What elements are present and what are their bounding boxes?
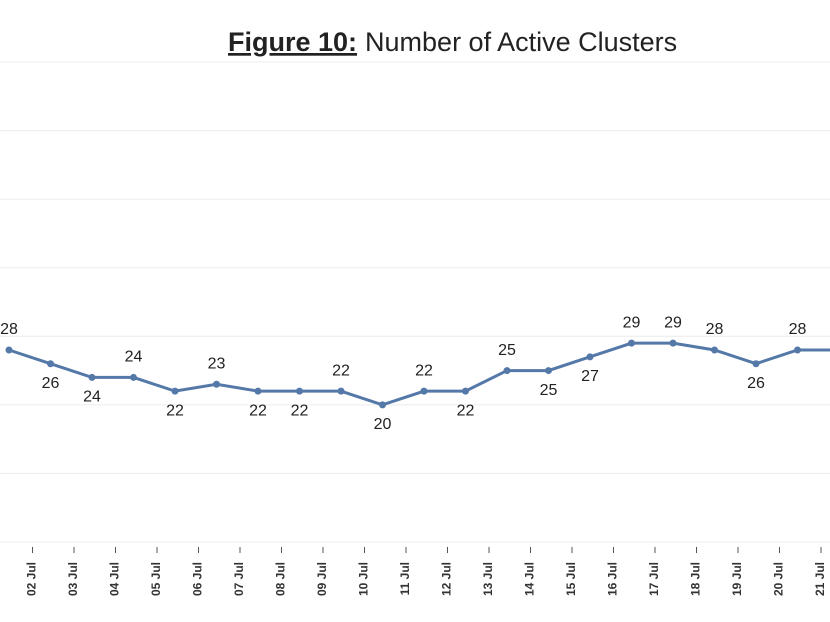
point [5,346,13,354]
x-tick-label: 12 Jul [440,562,454,596]
point [794,346,801,354]
data-label: 25 [540,382,558,399]
data-label: 28 [0,321,18,338]
point [628,339,635,347]
data-label: 26 [42,375,60,392]
x-tick-label: 14 Jul [523,562,537,596]
point [586,353,594,361]
x-tick-label: 19 Jul [730,562,744,596]
x-tick-label: 04 Jul [108,562,122,596]
x-tick-label: 18 Jul [689,562,703,596]
x-tick-label: 15 Jul [564,562,578,596]
x-tick-label: 16 Jul [606,562,620,596]
data-label: 28 [789,321,807,338]
data-label: 26 [747,375,765,392]
data-label: 24 [83,389,101,406]
data-label: 22 [249,402,267,419]
point [669,339,677,347]
point [462,387,469,395]
data-label: 22 [415,362,433,379]
x-tick-label: 21 Jul [813,562,827,596]
x-tick-label: 11 Jul [398,562,412,595]
data-label: 22 [457,402,475,419]
x-tick-label: 07 Jul [232,562,246,596]
point [213,380,220,388]
x-tick-label: 09 Jul [315,562,329,596]
x-tick-label: 13 Jul [481,562,495,596]
title-prefix: Figure 10: [228,27,357,57]
data-label: 25 [498,342,516,359]
data-label: 29 [664,314,682,331]
point [752,360,760,368]
point [296,387,303,395]
chart-title: Figure 10: Number of Active Clusters [228,27,677,57]
point [420,387,428,395]
x-tick-label: 20 Jul [772,562,786,596]
point [545,367,552,375]
point [503,367,511,375]
point [171,387,179,395]
x-tick-label: 08 Jul [274,562,288,596]
x-tick-label: 10 Jul [357,562,371,596]
point [130,373,137,381]
data-label: 20 [374,416,392,433]
point [88,373,96,381]
x-tick-label: 03 Jul [66,562,80,596]
point [47,360,54,368]
x-tick-label: 05 Jul [149,562,163,596]
x-tick-label: 06 Jul [191,562,205,596]
title-text: Number of Active Clusters [365,27,677,57]
x-tick-label: 02 Jul [25,562,39,596]
data-label: 22 [166,402,184,419]
point [379,401,386,409]
data-label: 22 [291,402,309,419]
data-label: 29 [623,314,641,331]
point [337,387,345,395]
data-label: 27 [581,368,599,385]
x-tick-label: 17 Jul [647,562,661,596]
data-label: 22 [332,362,350,379]
point [711,346,718,354]
data-label: 28 [706,321,724,338]
data-label: 24 [125,349,143,366]
data-label: 23 [208,356,226,373]
point [254,387,262,395]
